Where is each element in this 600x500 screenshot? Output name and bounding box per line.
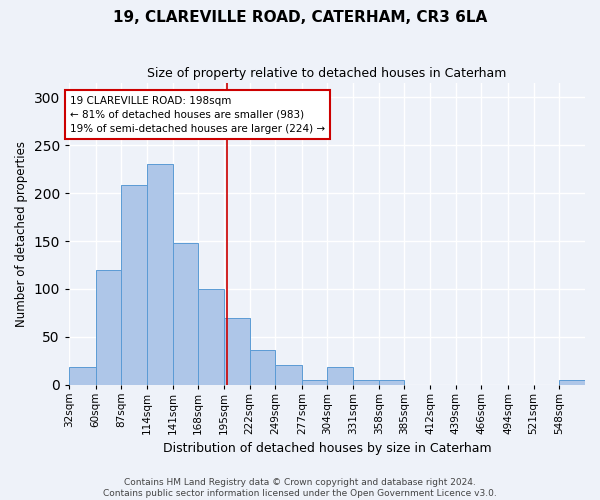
Title: Size of property relative to detached houses in Caterham: Size of property relative to detached ho…: [147, 68, 506, 80]
Bar: [173, 243, 198, 384]
Bar: [353, 380, 379, 384]
Bar: [69, 368, 95, 384]
Text: 19, CLAREVILLE ROAD, CATERHAM, CR3 6LA: 19, CLAREVILLE ROAD, CATERHAM, CR3 6LA: [113, 10, 487, 25]
Y-axis label: Number of detached properties: Number of detached properties: [15, 141, 28, 327]
Bar: [147, 164, 173, 384]
Bar: [250, 350, 275, 384]
Bar: [198, 289, 224, 384]
Bar: [275, 366, 302, 384]
Bar: [328, 368, 353, 384]
Bar: [559, 380, 585, 384]
Bar: [379, 380, 404, 384]
X-axis label: Distribution of detached houses by size in Caterham: Distribution of detached houses by size …: [163, 442, 491, 455]
Text: Contains HM Land Registry data © Crown copyright and database right 2024.
Contai: Contains HM Land Registry data © Crown c…: [103, 478, 497, 498]
Text: 19 CLAREVILLE ROAD: 198sqm
← 81% of detached houses are smaller (983)
19% of sem: 19 CLAREVILLE ROAD: 198sqm ← 81% of deta…: [70, 96, 325, 134]
Bar: [121, 186, 147, 384]
Bar: [302, 380, 328, 384]
Bar: [224, 318, 250, 384]
Bar: [95, 270, 121, 384]
